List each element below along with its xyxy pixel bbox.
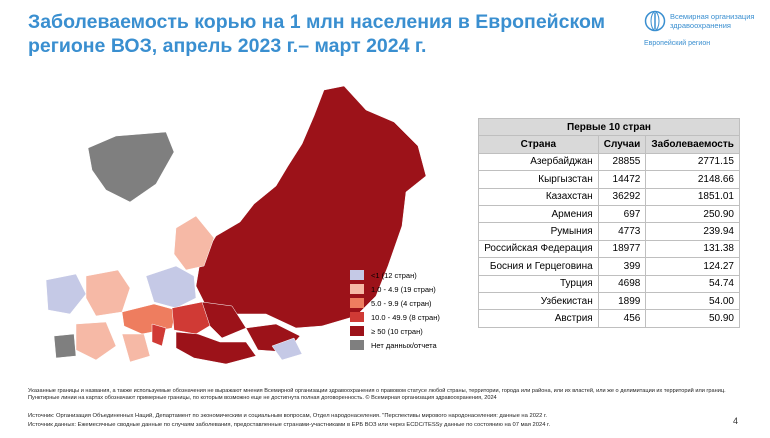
- title-line: регионе ВОЗ, апрель 2023 г.– март 2024 г…: [28, 35, 427, 57]
- legend-item: 1.0 - 4.9 (19 стран): [350, 282, 440, 296]
- table-header: Страна: [478, 135, 599, 154]
- table-cell: Армения: [478, 204, 599, 224]
- legend-swatch: [350, 284, 364, 294]
- table-cell: Азербайджан: [478, 152, 599, 172]
- table-cell: 36292: [597, 187, 647, 206]
- legend-swatch: [350, 340, 364, 350]
- table-cell: Австрия: [478, 309, 599, 328]
- legend-item: 10.0 - 49.9 (8 стран): [350, 310, 440, 324]
- title: Заболеваемость корью на 1 млн населения …: [28, 10, 605, 58]
- table-cell: Турция: [478, 274, 599, 293]
- table-row: Армения 697 250.90: [478, 204, 740, 224]
- legend-label: 5.0 - 9.9 (4 стран): [371, 298, 432, 308]
- legend-item: 5.0 - 9.9 (4 стран): [350, 296, 440, 310]
- source-line: Источник данных: Ежемесячные сводные дан…: [28, 422, 551, 428]
- table-cell: 4698: [597, 274, 647, 293]
- table-cell: 456: [597, 309, 647, 328]
- logo-region: Европейский регион: [644, 40, 711, 47]
- logo-name: здравоохранения: [670, 21, 731, 30]
- logo-name: Всемирная организация: [670, 12, 755, 21]
- table-cell: Румыния: [478, 222, 599, 241]
- legend-label: 10.0 - 49.9 (8 стран): [371, 312, 440, 322]
- table-cell: 124.27: [645, 257, 740, 276]
- table-cell: Казахстан: [478, 187, 599, 206]
- data-table: Первые 10 стран Страна Случаи Заболеваемос…: [478, 117, 740, 328]
- title-line: Заболеваемость корью на 1 млн населения …: [28, 11, 606, 33]
- table-cell: 697: [597, 204, 647, 224]
- table-caption: Первые 10 стран: [478, 117, 740, 137]
- table-cell: 28855: [597, 152, 647, 172]
- legend-item: Нет данных/отчета: [350, 338, 440, 352]
- table-cell: 50.90: [645, 309, 740, 328]
- table-cell: 18977: [597, 239, 647, 259]
- table-cell: 250.90: [645, 204, 740, 224]
- page-number: 4: [733, 416, 739, 426]
- legend-item: <1 (12 стран): [350, 268, 440, 282]
- table-cell: Босния и Герцеговина: [478, 257, 599, 276]
- footnote: Указанные границы и названия, а также ис…: [28, 388, 726, 401]
- table-cell: 4773: [597, 222, 647, 241]
- table-row: Кыргызстан 14472 2148.66: [478, 170, 740, 189]
- table-cell: 14472: [597, 170, 647, 189]
- legend: <1 (12 стран) 1.0 - 4.9 (19 стран) 5.0 - 9…: [350, 268, 440, 352]
- table-cell: 2148.66: [645, 170, 740, 189]
- sources: Источник: Организация Объединенных Наций…: [28, 412, 550, 430]
- legend-swatch: [350, 312, 364, 322]
- table-cell: 131.38: [645, 239, 740, 259]
- table-row: Босния и Герцеговина 399 124.27: [478, 257, 740, 276]
- table-row: Азербайджан 28855 2771.15: [478, 152, 740, 172]
- legend-label: <1 (12 стран): [371, 270, 417, 280]
- map: [45, 85, 427, 365]
- legend-label: ≥ 50 (10 стран): [371, 326, 423, 336]
- table-cell: Узбекистан: [478, 291, 599, 311]
- table-cell: 1851.01: [645, 187, 740, 206]
- legend-swatch: [350, 326, 364, 336]
- table-cell: 2771.15: [645, 152, 740, 172]
- table-cell: 239.94: [645, 222, 740, 241]
- table-header: Заболеваемость: [645, 135, 740, 154]
- legend-swatch: [350, 298, 364, 308]
- legend-label: 1.0 - 4.9 (19 стран): [371, 284, 436, 294]
- table-cell: 54.74: [645, 274, 740, 293]
- table-cell: Российская Федерация: [478, 239, 599, 259]
- table-cell: 54.00: [645, 291, 740, 311]
- table-row: Российская Федерация 18977 131.38: [478, 239, 740, 259]
- source-line: Источник: Организация Объединенных Наций…: [28, 413, 547, 419]
- table-cell: Кыргызстан: [478, 170, 599, 189]
- table-cell: 399: [597, 257, 647, 276]
- legend-swatch: [350, 270, 364, 280]
- legend-item: ≥ 50 (10 стран): [350, 324, 440, 338]
- table-row: Казахстан 36292 1851.01: [478, 187, 740, 206]
- table-row: Австрия 456 50.90: [478, 309, 740, 328]
- table-row: Турция 4698 54.74: [478, 274, 740, 293]
- logo-emblem: [644, 10, 666, 32]
- legend-label: Нет данных/отчета: [371, 340, 437, 350]
- table-row: Румыния 4773 239.94: [478, 222, 740, 241]
- table-cell: 1899: [597, 291, 647, 311]
- table-header: Случаи: [597, 135, 647, 154]
- table-row: Узбекистан 1899 54.00: [478, 291, 740, 311]
